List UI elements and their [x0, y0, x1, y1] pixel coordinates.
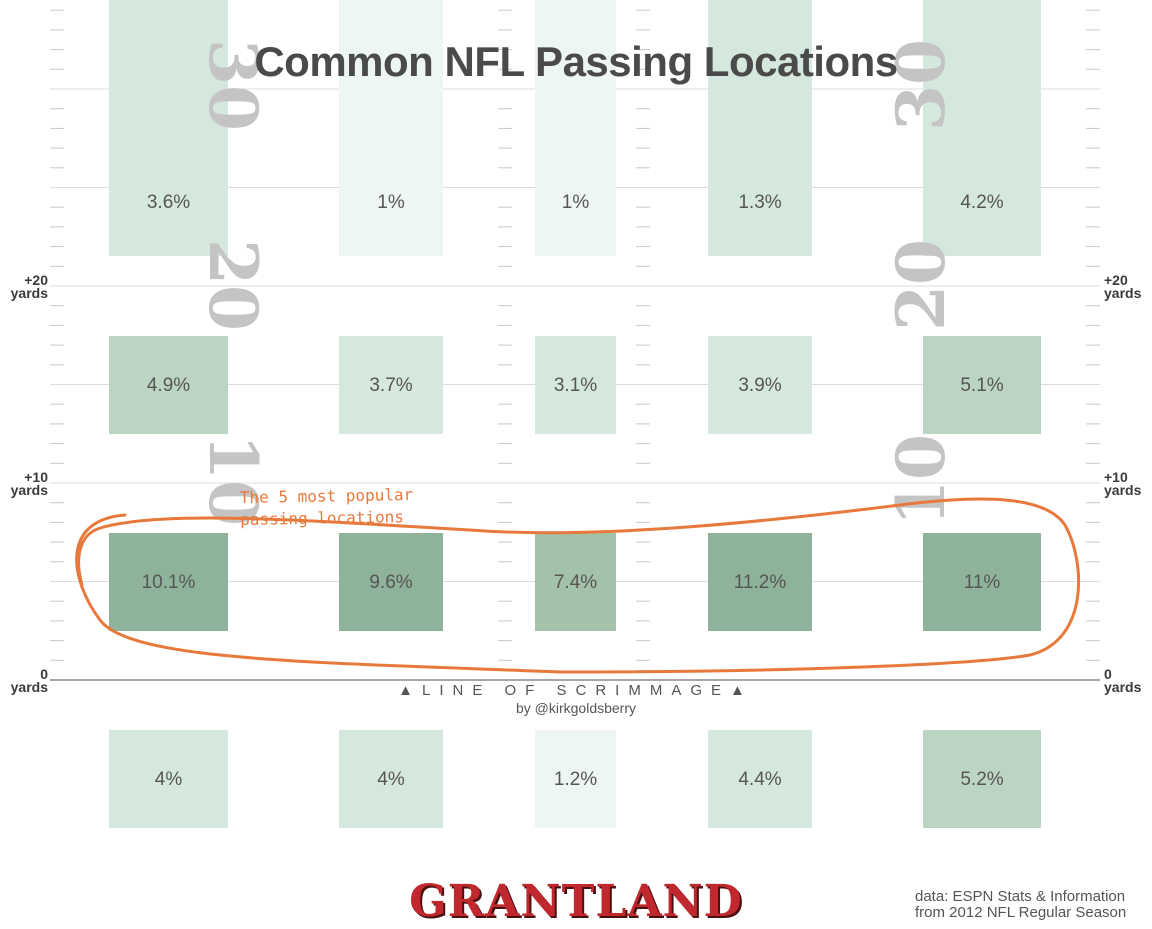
right-label-20: +20 yards	[1104, 272, 1142, 301]
heatmap-cell	[708, 0, 812, 256]
source-line-1: data: ESPN Stats & Information	[915, 888, 1126, 905]
cell-value-label: 3.6%	[147, 192, 190, 213]
heatmap-cell	[535, 533, 616, 631]
grantland-logo: GRANTLAND	[409, 876, 743, 927]
cell-value-label: 10.1%	[142, 572, 196, 593]
cell-value-label: 1%	[562, 192, 590, 213]
heatmap-cell	[109, 533, 228, 631]
annotation-loop	[75, 497, 1081, 674]
left-label-10: +10 yards	[10, 469, 48, 498]
heatmap-cell	[923, 730, 1041, 828]
cell-value-label: 4%	[155, 769, 183, 790]
cell-value-label: 11.2%	[734, 572, 787, 593]
heatmap-cell	[535, 336, 616, 434]
cell-value-label: 4.9%	[147, 375, 190, 396]
heatmap-cell	[708, 533, 812, 631]
chart-title: Common NFL Passing Locations	[254, 38, 898, 85]
heatmap-cell	[535, 730, 616, 828]
source-note: data: ESPN Stats & Information from 2012…	[915, 889, 1147, 921]
field-number-right: 20	[882, 239, 960, 331]
cell-value-label: 1.2%	[554, 769, 597, 790]
field-number-left: 10	[194, 434, 272, 526]
cell-value-label: 5.2%	[960, 769, 1003, 790]
heatmap-cell	[339, 336, 443, 434]
heatmap-cell	[109, 0, 228, 256]
left-label-0: 0 yards	[10, 666, 48, 695]
right-label-10: +10 yards	[1104, 469, 1142, 498]
cell-value-label: 3.9%	[738, 375, 781, 396]
field-number-right: 30	[882, 39, 960, 131]
heatmap-cell	[535, 0, 616, 256]
heatmap-cell	[923, 0, 1041, 256]
heatmap-cell	[109, 730, 228, 828]
byline: by @kirkgoldsberry	[515, 700, 637, 716]
heatmap-cell	[339, 730, 443, 828]
cell-value-label: 3.1%	[554, 375, 597, 396]
line-of-scrimmage-label: ▲LINE OF SCRIMMAGE▲	[398, 682, 754, 699]
heatmap-cell	[339, 533, 443, 631]
right-label-0: 0 yards	[1104, 666, 1142, 695]
cell-value-label: 4.2%	[960, 192, 1003, 213]
cell-value-label: 7.4%	[554, 572, 597, 593]
heatmap-cell	[923, 533, 1041, 631]
field-number-left: 20	[194, 239, 272, 331]
field-number-left: 30	[194, 39, 272, 131]
cell-value-label: 5.1%	[960, 375, 1003, 396]
heatmap-cell	[923, 336, 1041, 434]
heatmap-cell	[339, 0, 443, 256]
heatmap-cell	[708, 336, 812, 434]
cell-value-label: 11%	[964, 572, 1001, 593]
cell-value-label: 3.7%	[369, 375, 412, 396]
cell-value-label: 1.3%	[738, 192, 781, 213]
cell-value-label: 9.6%	[369, 572, 412, 593]
source-line-2: from 2012 NFL Regular Season	[915, 904, 1127, 921]
field-number-right: 10	[882, 434, 960, 526]
annotation-text: The 5 most popular passing locations	[239, 484, 414, 530]
cell-value-label: 4%	[377, 769, 405, 790]
cell-value-label: 1%	[377, 192, 405, 213]
heatmap-cell	[109, 336, 228, 434]
heatmap-cell	[708, 730, 812, 828]
cell-value-label: 4.4%	[738, 769, 781, 790]
left-label-20: +20 yards	[10, 272, 48, 301]
